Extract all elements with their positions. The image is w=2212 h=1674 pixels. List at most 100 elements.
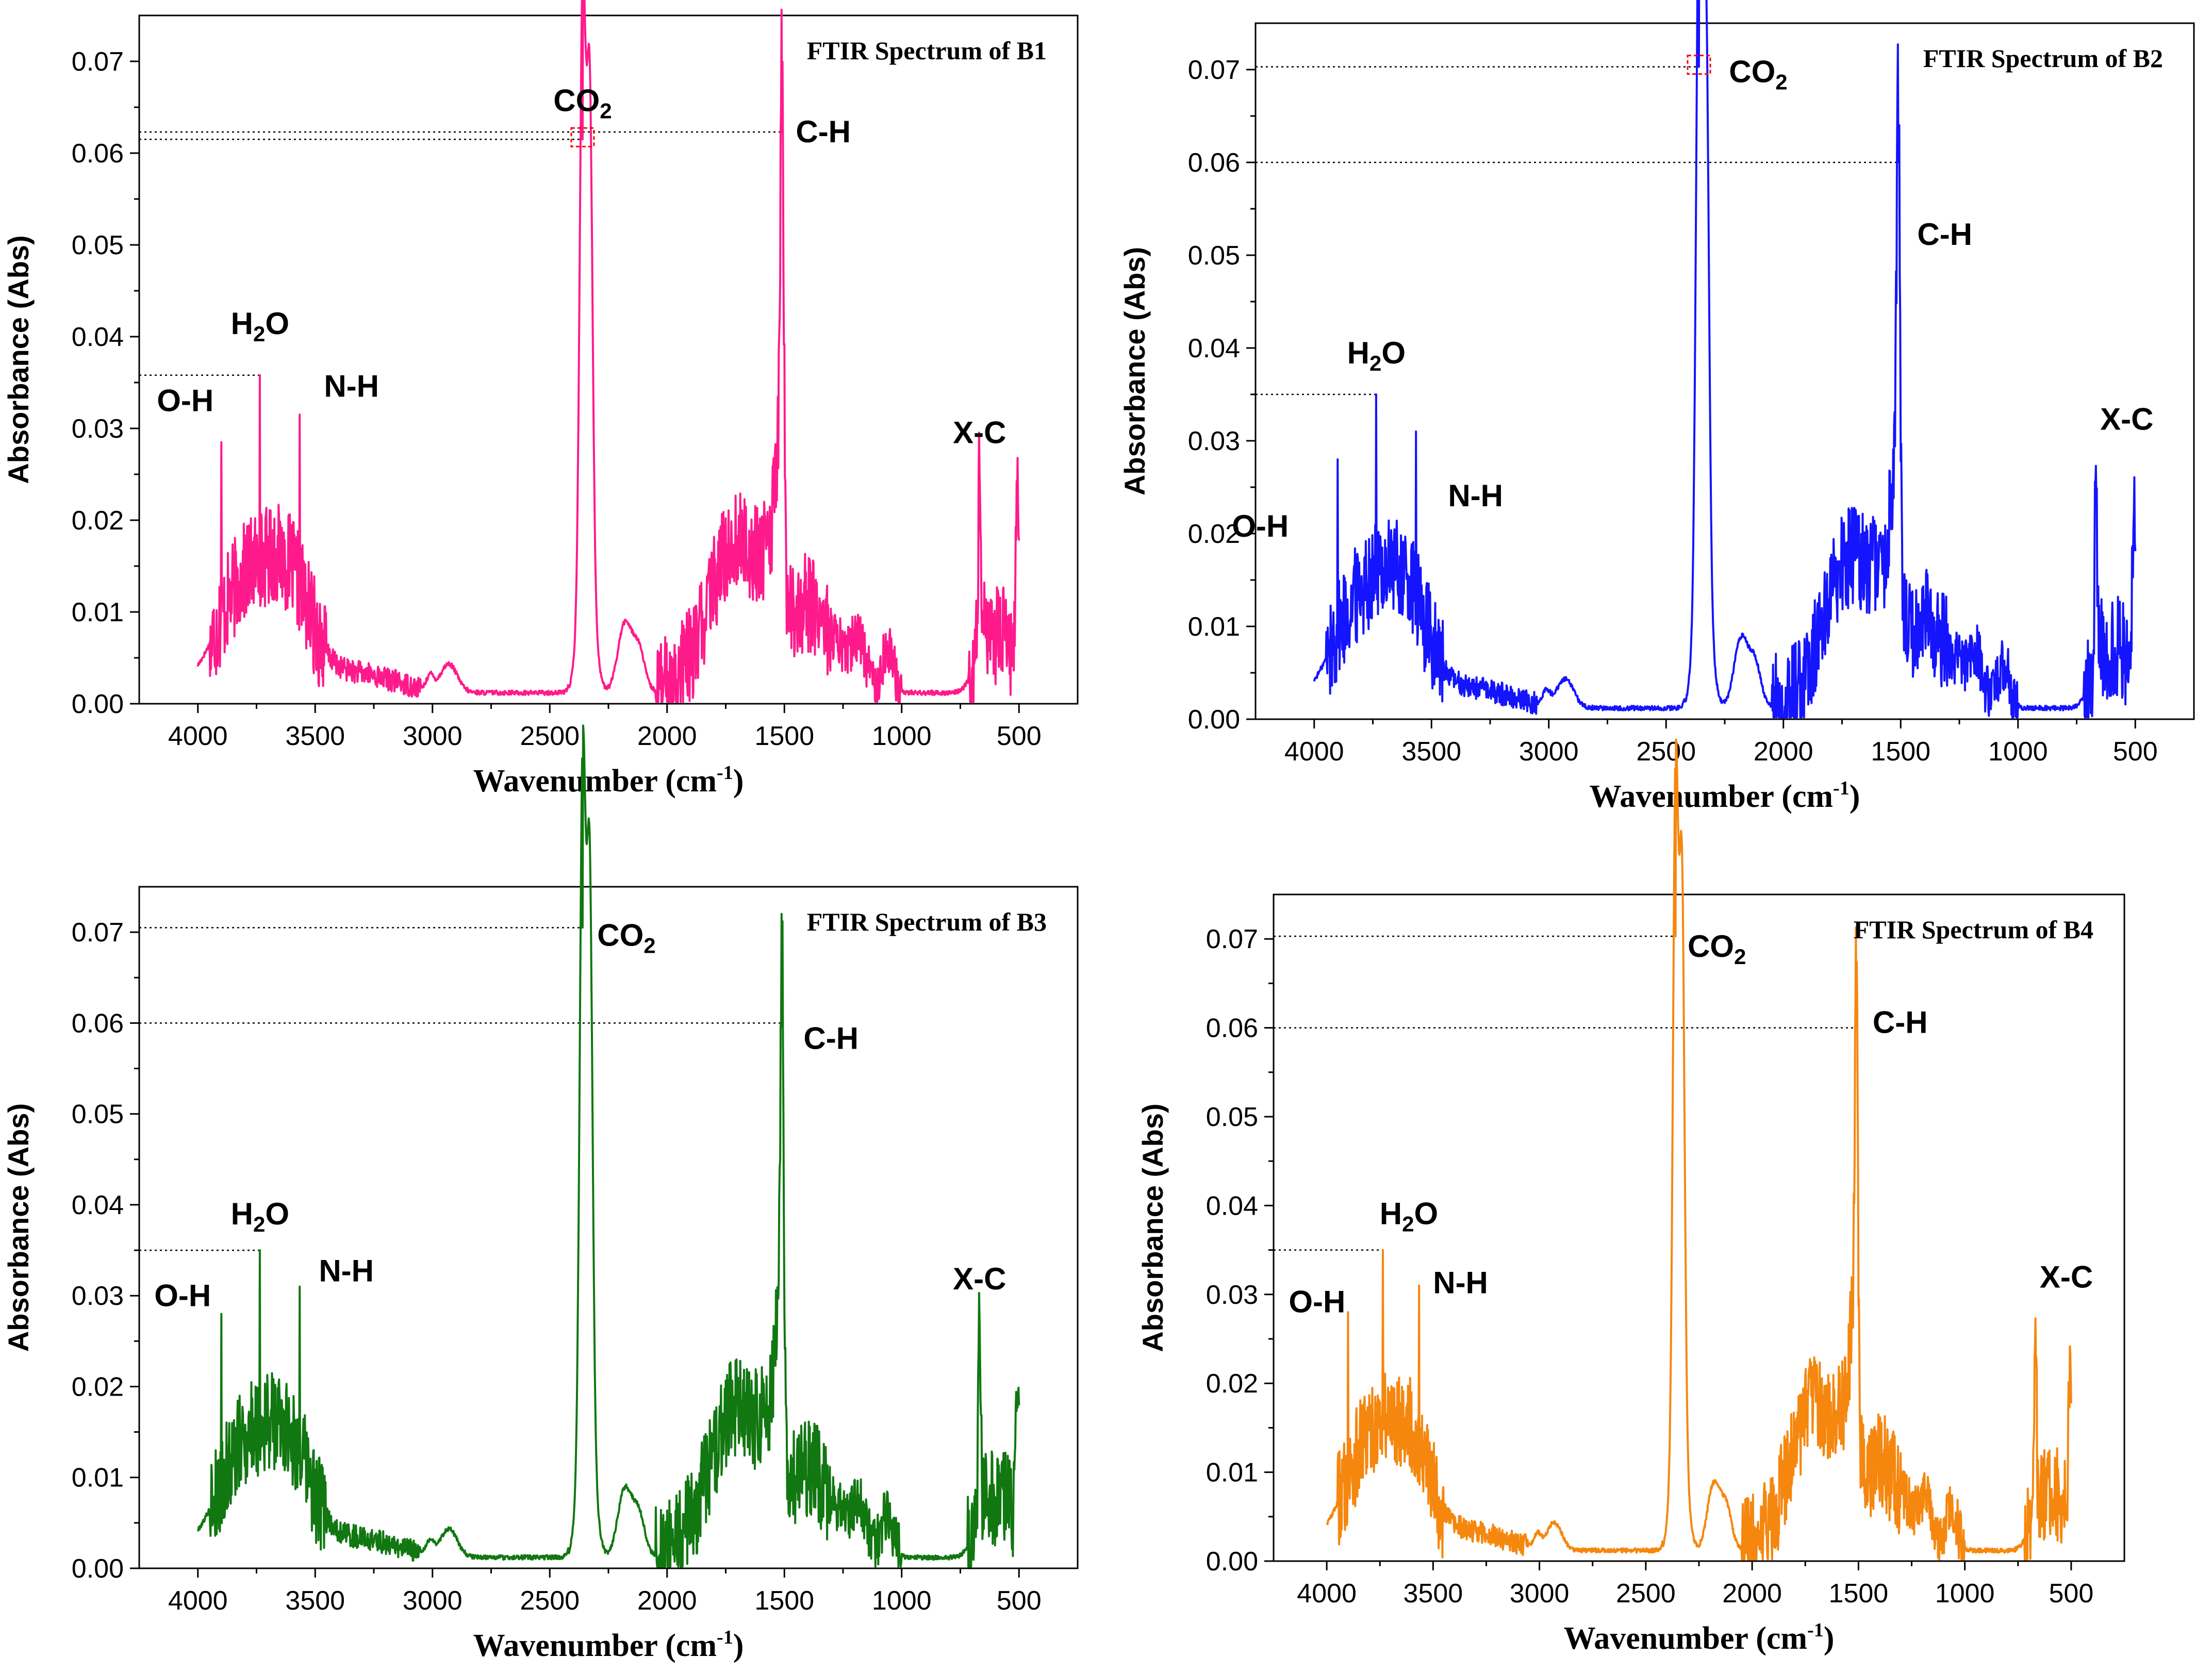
- peak-highlight-box: [1687, 55, 1711, 75]
- x-axis-title: Wavenumber (cm-1): [473, 1627, 744, 1663]
- x-tick-label: 1500: [754, 1586, 814, 1616]
- y-axis-title: Absorbance (Abs): [2, 235, 35, 484]
- peak-label-h2o: H2O: [231, 1197, 289, 1236]
- x-tick-label: 1500: [754, 721, 814, 751]
- spectrum-line: [1313, 0, 2137, 719]
- x-tick-label: 2000: [637, 721, 697, 751]
- peak-label-x-c: X-C: [2100, 402, 2153, 437]
- y-tick-label: 0.03: [72, 1281, 124, 1311]
- y-tick-label: 0.07: [72, 918, 124, 948]
- peak-label-x-c: X-C: [2040, 1259, 2093, 1294]
- x-tick-label: 1500: [1871, 737, 1930, 767]
- peak-label-o-h: O-H: [1232, 509, 1289, 543]
- y-axis-title: Absorbance (Abs): [1136, 1103, 1169, 1352]
- x-tick-label: 2000: [1722, 1579, 1782, 1609]
- x-tick-label: 2000: [637, 1586, 697, 1616]
- x-tick-label: 3000: [1519, 737, 1579, 767]
- peak-label-n-h: N-H: [319, 1254, 374, 1288]
- y-tick-label: 0.03: [1188, 426, 1240, 456]
- y-tick-label: 0.07: [1206, 924, 1258, 954]
- y-tick-label: 0.06: [72, 139, 124, 169]
- x-tick-label: 500: [997, 1586, 1042, 1616]
- y-tick-label: 0.01: [1206, 1458, 1258, 1488]
- y-tick-label: 0.01: [72, 1463, 124, 1493]
- peak-label-co2: CO2: [1688, 929, 1746, 969]
- peak-label-x-c: X-C: [953, 1262, 1006, 1296]
- y-tick-label: 0.01: [72, 598, 124, 627]
- x-axis-title: Wavenumber (cm-1): [473, 762, 744, 799]
- panel-1: 0.00 0.01 0.02 0.03 0.04 0.05 0.06 0.07 4000 3500…: [2, 0, 1079, 799]
- x-tick-label: 3500: [285, 1586, 345, 1616]
- peak-label-co2: CO2: [1729, 55, 1787, 94]
- y-tick-label: 0.07: [1188, 55, 1240, 85]
- y-tick-label: 0.02: [1188, 519, 1240, 549]
- y-tick-label: 0.04: [72, 1190, 124, 1220]
- peak-label-h2o: H2O: [1380, 1197, 1438, 1236]
- panel-title: FTIR Spectrum of B1: [807, 36, 1047, 65]
- y-tick-label: 0.07: [72, 47, 124, 77]
- x-tick-label: 2500: [520, 721, 580, 751]
- y-tick-label: 0.06: [72, 1008, 124, 1038]
- panel-title: FTIR Spectrum of B4: [1854, 915, 2093, 944]
- x-tick-label: 3000: [1510, 1579, 1570, 1609]
- panel-4: 0.00 0.01 0.02 0.03 0.04 0.05 0.06 0.07 4000 3500…: [1136, 738, 2125, 1656]
- peak-label-x-c: X-C: [953, 416, 1006, 450]
- x-tick-label: 3500: [285, 721, 345, 751]
- x-tick-label: 1000: [872, 721, 932, 751]
- x-tick-label: 4000: [1297, 1579, 1357, 1609]
- x-tick-label: 2500: [520, 1586, 580, 1616]
- y-tick-label: 0.03: [1206, 1280, 1258, 1310]
- peak-label-co2: CO2: [597, 918, 655, 957]
- peak-label-o-h: O-H: [154, 1278, 211, 1313]
- panel-3: 0.00 0.01 0.02 0.03 0.04 0.05 0.06 0.07 4000 3500…: [2, 724, 1079, 1663]
- x-tick-label: 2500: [1636, 737, 1696, 767]
- spectrum-line: [196, 724, 1020, 1568]
- y-tick-label: 0.04: [1206, 1191, 1258, 1221]
- y-tick-label: 0.01: [1188, 612, 1240, 642]
- y-tick-label: 0.05: [1206, 1102, 1258, 1132]
- peak-highlight-box: [570, 127, 595, 147]
- x-tick-label: 4000: [168, 721, 228, 751]
- x-tick-label: 3500: [1401, 737, 1461, 767]
- x-axis-title: Wavenumber (cm-1): [1564, 1619, 1835, 1656]
- x-tick-label: 500: [997, 721, 1042, 751]
- y-tick-label: 0.02: [1206, 1369, 1258, 1399]
- x-tick-label: 1000: [1935, 1579, 1995, 1609]
- y-tick-label: 0.03: [72, 414, 124, 444]
- x-tick-label: 4000: [168, 1586, 228, 1616]
- peak-label-c-h: C-H: [1873, 1005, 1928, 1040]
- y-tick-label: 0.00: [1206, 1547, 1258, 1577]
- x-axis-title: Wavenumber (cm-1): [1590, 777, 1860, 814]
- y-tick-label: 0.05: [72, 1100, 124, 1130]
- x-tick-label: 2000: [1754, 737, 1813, 767]
- y-axis-title: Absorbance (Abs): [1118, 247, 1151, 495]
- peak-label-n-h: N-H: [324, 369, 379, 403]
- y-tick-label: 0.05: [1188, 241, 1240, 271]
- y-tick-label: 0.00: [72, 689, 124, 719]
- peak-label-h2o: H2O: [231, 306, 289, 346]
- panel-title: FTIR Spectrum of B2: [1923, 44, 2163, 73]
- x-tick-label: 3500: [1404, 1579, 1463, 1609]
- y-tick-label: 0.04: [1188, 334, 1240, 363]
- y-tick-label: 0.02: [72, 1372, 124, 1402]
- x-tick-label: 1500: [1829, 1579, 1889, 1609]
- y-tick-label: 0.06: [1206, 1014, 1258, 1043]
- x-tick-label: 1000: [1988, 737, 2048, 767]
- panel-title: FTIR Spectrum of B3: [807, 907, 1047, 936]
- x-tick-label: 2500: [1616, 1579, 1676, 1609]
- peak-label-h2o: H2O: [1347, 336, 1406, 375]
- peak-label-o-h: O-H: [157, 384, 213, 418]
- panel-2: 0.00 0.01 0.02 0.03 0.04 0.05 0.06 0.07 4000 3500…: [1118, 0, 2195, 814]
- peak-label-co2: CO2: [553, 83, 612, 123]
- x-tick-label: 3000: [403, 1586, 463, 1616]
- spectrum-line: [196, 0, 1020, 703]
- peak-label-n-h: N-H: [1433, 1266, 1488, 1300]
- plot-frame: [1254, 22, 2195, 720]
- y-tick-label: 0.04: [72, 322, 124, 352]
- y-tick-label: 0.06: [1188, 148, 1240, 178]
- spectrum-line: [1326, 738, 2072, 1561]
- y-axis-title: Absorbance (Abs): [2, 1103, 35, 1352]
- y-tick-label: 0.00: [72, 1554, 124, 1584]
- x-tick-label: 3000: [403, 721, 463, 751]
